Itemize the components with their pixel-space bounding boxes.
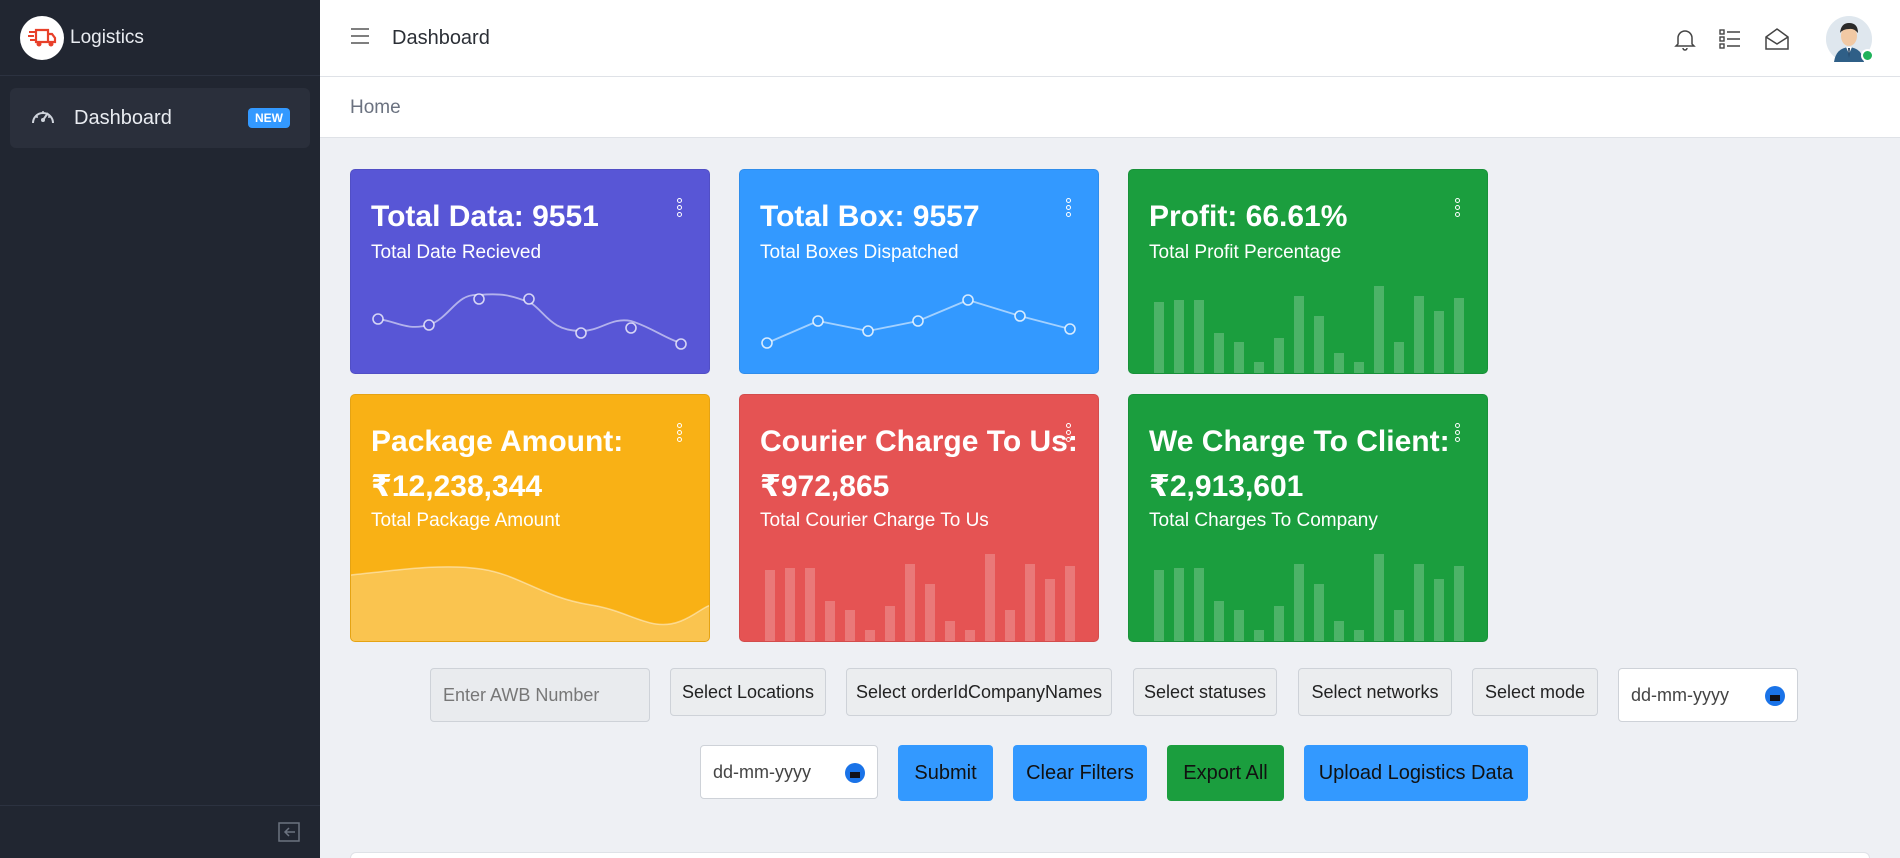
area-sparkline xyxy=(351,566,709,641)
card-title: Total Box: 9557 xyxy=(760,200,980,233)
card-title-value: ₹12,238,344 xyxy=(371,470,543,503)
sidebar-item-dashboard[interactable]: Dashboard NEW xyxy=(10,88,310,148)
card-title-label: We Charge To Client: xyxy=(1149,425,1450,458)
user-avatar[interactable] xyxy=(1826,16,1874,62)
sidebar-nav: Dashboard NEW xyxy=(0,76,320,160)
select-company-names-dropdown[interactable]: Select orderIdCompanyNames xyxy=(846,668,1112,716)
card-title-label: Courier Charge To Us: xyxy=(760,425,1078,458)
brand[interactable]: Logistics xyxy=(0,0,320,76)
sidebar: Logistics Dashboard NEW xyxy=(0,0,320,858)
select-mode-dropdown[interactable]: Select mode xyxy=(1472,668,1598,716)
card-subtitle: Total Date Recieved xyxy=(371,242,542,263)
more-options-icon[interactable] xyxy=(1455,423,1463,444)
upload-logistics-data-button[interactable]: Upload Logistics Data xyxy=(1304,745,1528,801)
header-icons xyxy=(1674,16,1874,62)
client-charge-card: We Charge To Client: ₹2,913,601 Total Ch… xyxy=(1128,394,1488,642)
line-sparkline xyxy=(372,293,687,350)
package-amount-card: Package Amount: ₹12,238,344 Total Packag… xyxy=(350,394,710,642)
top-header: Dashboard xyxy=(320,0,1900,77)
sidebar-footer xyxy=(0,805,320,858)
page-title: Dashboard xyxy=(392,26,490,49)
card-subtitle: Total Courier Charge To Us xyxy=(760,510,989,531)
card-title: Profit: 66.61% xyxy=(1149,200,1348,233)
card-title: Package Amount: ₹12,238,344 xyxy=(371,419,671,509)
hamburger-menu-icon[interactable] xyxy=(350,27,370,50)
more-options-icon[interactable] xyxy=(677,198,685,219)
breadcrumb-bar: Home xyxy=(320,77,1900,138)
profit-card: Profit: 66.61% Total Profit Percentage xyxy=(1128,169,1488,374)
truck-logo-icon xyxy=(20,15,64,60)
select-locations-dropdown[interactable]: Select Locations xyxy=(670,668,826,716)
list-icon[interactable] xyxy=(1718,27,1742,51)
date-to-value: dd-mm-yyyy xyxy=(713,761,811,782)
date-from-value: dd-mm-yyyy xyxy=(1631,684,1729,705)
card-title: Total Data: 9551 xyxy=(371,200,599,233)
awb-search-input[interactable]: Enter AWB Number xyxy=(430,668,650,722)
submit-button[interactable]: Submit xyxy=(898,745,993,801)
date-from-input[interactable]: dd-mm-yyyy xyxy=(1618,668,1798,722)
bell-icon[interactable] xyxy=(1674,27,1696,51)
speedometer-icon xyxy=(30,105,56,132)
bar-sparkline xyxy=(1154,554,1464,641)
card-title-value: ₹972,865 xyxy=(760,470,890,503)
total-box-card: Total Box: 9557 Total Boxes Dispatched xyxy=(739,169,1099,374)
calendar-icon[interactable] xyxy=(845,763,865,783)
more-options-icon[interactable] xyxy=(677,423,685,444)
sidebar-collapse-icon[interactable] xyxy=(278,822,300,847)
bar-sparkline xyxy=(1154,286,1464,373)
brand-name: Logistics xyxy=(70,26,144,48)
card-title: Courier Charge To Us: ₹972,865 xyxy=(760,419,1080,509)
new-badge: NEW xyxy=(248,108,290,128)
date-to-input[interactable]: dd-mm-yyyy xyxy=(700,745,878,799)
card-title: We Charge To Client: ₹2,913,601 xyxy=(1149,419,1469,509)
bar-sparkline xyxy=(765,554,1075,641)
card-subtitle: Total Profit Percentage xyxy=(1149,242,1342,263)
clear-filters-button[interactable]: Clear Filters xyxy=(1013,745,1147,801)
export-all-button[interactable]: Export All xyxy=(1167,745,1284,801)
more-options-icon[interactable] xyxy=(1455,198,1463,219)
online-status-dot xyxy=(1861,49,1874,62)
more-options-icon[interactable] xyxy=(1066,198,1074,219)
envelope-open-icon[interactable] xyxy=(1764,27,1790,51)
card-title-value: ₹2,913,601 xyxy=(1149,470,1304,503)
data-table-container xyxy=(350,852,1870,858)
line-sparkline xyxy=(761,294,1076,349)
card-subtitle: Total Charges To Company xyxy=(1149,510,1378,531)
courier-charge-card: Courier Charge To Us: ₹972,865 Total Cou… xyxy=(739,394,1099,642)
breadcrumb-home[interactable]: Home xyxy=(350,97,401,118)
calendar-icon[interactable] xyxy=(1765,686,1785,706)
card-title-label: Package Amount: xyxy=(371,425,624,458)
total-data-card: Total Data: 9551 Total Date Recieved xyxy=(350,169,710,374)
sidebar-item-label: Dashboard xyxy=(74,106,172,129)
select-statuses-dropdown[interactable]: Select statuses xyxy=(1133,668,1277,716)
card-subtitle: Total Package Amount xyxy=(371,510,561,531)
select-networks-dropdown[interactable]: Select networks xyxy=(1298,668,1452,716)
more-options-icon[interactable] xyxy=(1066,423,1074,444)
card-subtitle: Total Boxes Dispatched xyxy=(760,242,959,263)
